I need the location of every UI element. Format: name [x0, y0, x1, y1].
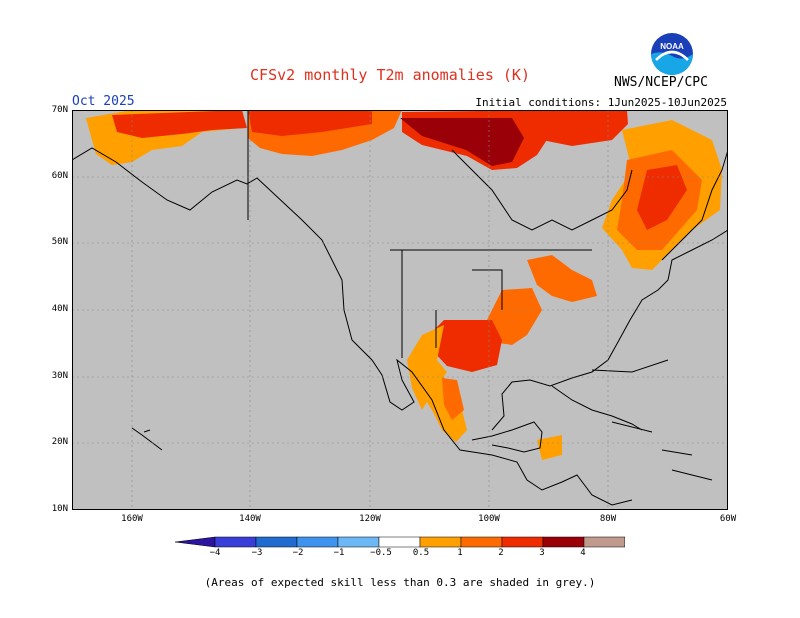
- anomaly-midwest: [487, 288, 542, 345]
- graticule: [72, 110, 728, 510]
- colorbar-tick: 4: [580, 548, 586, 558]
- colorbar-swatch: [337, 536, 380, 548]
- anomaly-texas-orange: [407, 325, 447, 410]
- lat-label-10n: 10N: [51, 504, 68, 514]
- anomaly-quebec-red: [637, 165, 687, 230]
- colorbar-swatch: [460, 536, 503, 548]
- lon-label-100w: 100W: [478, 514, 500, 524]
- colorbar-swatch: [214, 536, 257, 548]
- colorbar-swatch: [378, 536, 421, 548]
- colorbar-tick: 0.5: [412, 548, 430, 558]
- colorbar-tick: 2: [498, 548, 504, 558]
- anomaly-baffin: [542, 110, 628, 146]
- forecast-period: Oct 2025: [72, 94, 135, 109]
- colorbar-arrow-low: [175, 536, 216, 548]
- lat-label-20n: 20N: [51, 437, 68, 447]
- colorbar-tick: 1: [457, 548, 463, 558]
- chart-title: CFSv2 monthly T2m anomalies (K): [250, 66, 530, 84]
- colorbar-swatch: [255, 536, 298, 548]
- footnote: (Areas of expected skill less than 0.3 a…: [204, 576, 596, 589]
- logo-text: NOAA: [660, 42, 684, 51]
- colorbar: [175, 536, 625, 548]
- anomaly-yukon-red: [248, 110, 372, 136]
- noaa-logo: NOAA: [651, 33, 693, 75]
- anomaly-map: [72, 110, 728, 510]
- colorbar-tick: −4: [209, 548, 221, 558]
- anomaly-hudson-darkred: [400, 118, 524, 166]
- lon-label-140w: 140W: [239, 514, 261, 524]
- colorbar-tick: −1: [333, 548, 345, 558]
- lat-label-70n: 70N: [51, 105, 68, 115]
- lat-label-50n: 50N: [51, 237, 68, 247]
- lon-label-160w: 160W: [121, 514, 143, 524]
- lat-label-40n: 40N: [51, 304, 68, 314]
- colorbar-swatch: [419, 536, 462, 548]
- agency-label: NWS/NCEP/CPC: [614, 75, 708, 90]
- map-frame: [72, 110, 728, 510]
- colorbar-swatch: [542, 536, 585, 548]
- anomaly-central-america: [537, 435, 562, 460]
- anomaly-greatlakes: [527, 255, 597, 302]
- lat-label-30n: 30N: [51, 371, 68, 381]
- initial-conditions: Initial conditions: 1Jun2025-10Jun2025: [475, 96, 727, 109]
- colorbar-tick: −3: [251, 548, 263, 558]
- lat-label-60n: 60N: [51, 171, 68, 181]
- lon-label-120w: 120W: [359, 514, 381, 524]
- colorbar-swatch: [583, 536, 625, 548]
- anomaly-shading: [86, 110, 722, 460]
- lon-label-80w: 80W: [599, 514, 617, 524]
- anomaly-alaska-red: [112, 110, 247, 138]
- anomaly-texas-red: [432, 320, 502, 372]
- colorbar-swatch: [501, 536, 544, 548]
- colorbar-tick: −0.5: [370, 548, 392, 558]
- anomaly-mexico-red: [442, 378, 464, 420]
- colorbar-tick: 3: [539, 548, 545, 558]
- coastlines: [72, 110, 728, 506]
- colorbar-tick: −2: [292, 548, 304, 558]
- anomaly-mexico: [422, 370, 467, 442]
- lon-label-60w: 60W: [719, 514, 737, 524]
- colorbar-swatch: [296, 536, 339, 548]
